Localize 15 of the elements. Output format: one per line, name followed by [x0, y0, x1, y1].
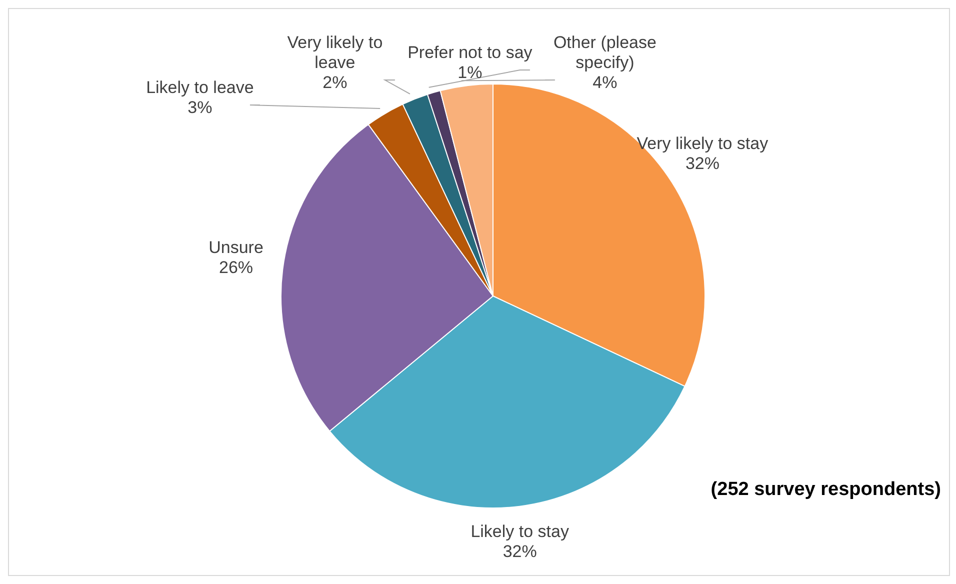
data-label: 4% [592, 73, 618, 92]
slice-label: Very likely to leave [287, 33, 383, 72]
text: (252 survey respondents) [710, 479, 941, 501]
slice-label: Unsure [208, 238, 264, 258]
slice-label: Very likely to stay [636, 134, 769, 153]
data-label: 32% [685, 154, 720, 173]
slice-label: Likely to leave [146, 78, 254, 97]
data-label: 1% [458, 63, 482, 82]
slice-label: Other (please specify) [553, 33, 656, 72]
data-label: 3% [188, 98, 212, 117]
slice-label: Likely to stay [470, 522, 570, 541]
data-label: 2% [322, 73, 348, 92]
data-label: 32% [502, 542, 537, 561]
slice-label: Prefer not to say [408, 43, 533, 62]
data-label: 26% [218, 258, 254, 278]
